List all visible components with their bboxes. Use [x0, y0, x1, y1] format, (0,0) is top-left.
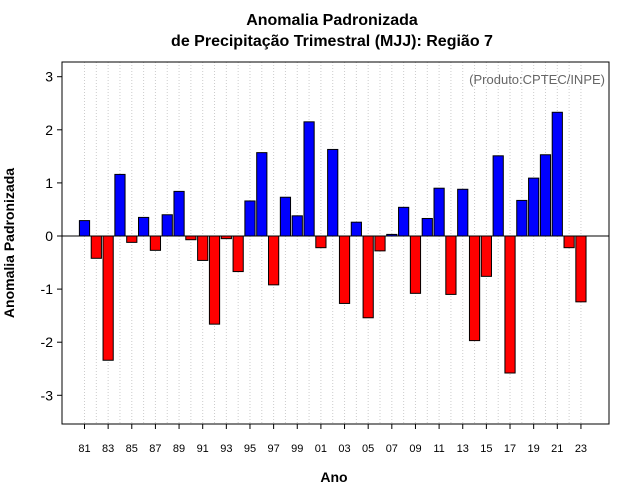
bar-97	[268, 235, 280, 286]
bar-95	[244, 200, 256, 237]
bar-90	[185, 235, 197, 241]
bar-05	[362, 235, 374, 319]
bar-92	[208, 235, 221, 325]
bar-12	[445, 235, 457, 295]
bar-89	[173, 190, 185, 237]
bar-91	[197, 235, 209, 261]
x-tick-label-91: 91	[197, 443, 209, 455]
bar-00	[303, 121, 315, 237]
bar-14	[468, 235, 481, 342]
source-annotation: (Produto:CPTEC/INPE)	[469, 72, 605, 87]
bar-15	[480, 235, 492, 277]
x-tick-label-21: 21	[551, 443, 563, 455]
bar-20	[539, 154, 552, 237]
bar-22	[563, 235, 575, 249]
bar-10	[421, 217, 433, 237]
y-tick-label-3: 3	[45, 69, 53, 85]
x-tick-label-01: 01	[315, 443, 327, 455]
y-tick-label-0: 0	[45, 228, 53, 244]
bar-94	[232, 235, 244, 273]
bar-07	[386, 233, 398, 237]
bar-19	[528, 177, 540, 237]
x-tick-label-17: 17	[504, 443, 516, 455]
bar-86	[138, 216, 150, 237]
y-axis-label: Anomalia Padronizada	[1, 168, 17, 318]
x-tick-label-85: 85	[126, 443, 138, 455]
bar-02	[327, 148, 339, 237]
bar-21	[551, 111, 563, 237]
bar-85	[126, 235, 138, 243]
bar-83	[102, 235, 114, 361]
x-tick-label-19: 19	[528, 443, 540, 455]
bar-23	[575, 235, 587, 303]
y-tick-label-2: 2	[45, 122, 53, 138]
x-tick-label-81: 81	[78, 443, 90, 455]
x-tick-label-13: 13	[457, 443, 469, 455]
bar-16	[492, 155, 504, 237]
x-tick-label-87: 87	[149, 443, 161, 455]
y-axis: -3 -2 -1 0 1 2 3	[41, 69, 62, 403]
bar-84	[114, 173, 126, 237]
x-tick-label-95: 95	[244, 443, 256, 455]
x-tick-label-11: 11	[433, 443, 444, 455]
x-tick-label-15: 15	[480, 443, 492, 455]
chart-title-line-2: de Precipitação Trimestral (MJJ): Região…	[171, 33, 493, 50]
plot-frame	[61, 61, 610, 425]
bar-82	[90, 235, 102, 259]
bar-98	[279, 196, 292, 237]
x-tick-label-83: 83	[102, 443, 114, 455]
x-tick-label-97: 97	[267, 443, 279, 455]
x-tick-label-23: 23	[575, 443, 587, 455]
bar-13	[457, 188, 469, 237]
bar-17	[504, 235, 516, 374]
x-tick-label-07: 07	[386, 443, 398, 455]
bar-88	[161, 214, 173, 237]
bar-08	[398, 206, 410, 237]
bar-09	[409, 235, 422, 294]
x-tick-label-93: 93	[220, 443, 232, 455]
bar-06	[374, 235, 386, 252]
bar-81	[78, 220, 91, 237]
y-tick-label--3: -3	[41, 387, 54, 403]
bar-96	[256, 152, 268, 237]
y-tick-label--2: -2	[41, 334, 54, 350]
bar-03	[338, 235, 351, 304]
bar-11	[433, 187, 445, 237]
x-tick-label-09: 09	[409, 443, 421, 455]
x-axis-label: Ano	[320, 469, 347, 485]
x-tick-label-05: 05	[362, 443, 374, 455]
y-tick-label--1: -1	[41, 281, 54, 297]
bar-93	[220, 235, 232, 240]
bar-99	[291, 215, 303, 237]
chart-title-line-1: Anomalia Padronizada	[246, 12, 418, 29]
x-tick-label-89: 89	[173, 443, 185, 455]
x-tick-label-03: 03	[338, 443, 350, 455]
bars	[78, 111, 587, 374]
bar-87	[149, 235, 162, 251]
x-tick-label-99: 99	[291, 443, 303, 455]
bar-01	[315, 235, 327, 249]
y-tick-label-1: 1	[45, 175, 53, 191]
bar-04	[350, 221, 362, 237]
x-axis: 81 83 85 87 89 91 93 95 97 99 01 03 05 07 09 11 13 15 17 19…	[78, 424, 587, 455]
bar-18	[516, 199, 528, 237]
